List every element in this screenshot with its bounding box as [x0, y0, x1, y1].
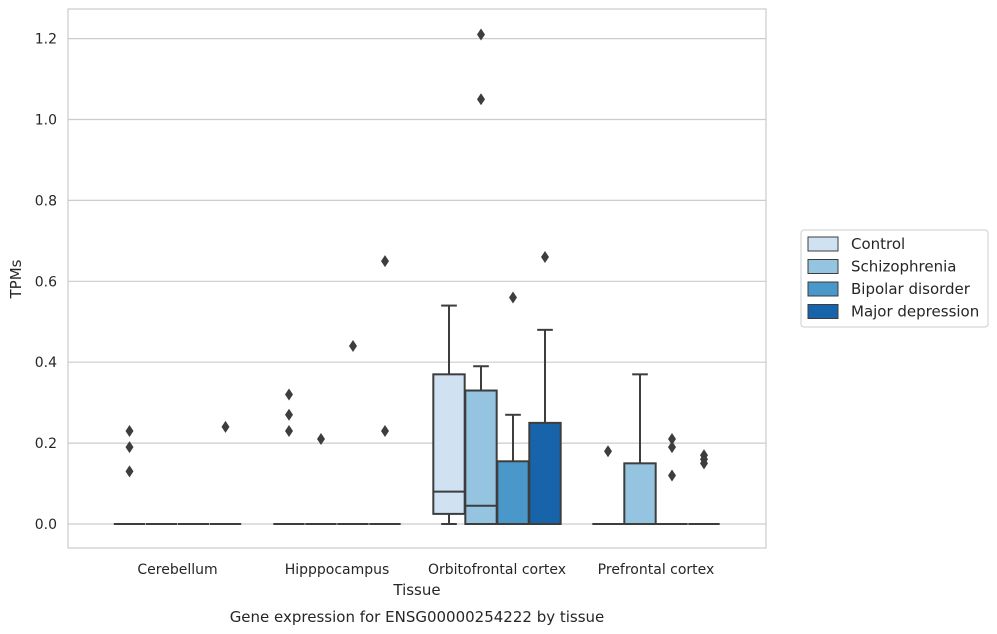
- legend: Control Schizophrenia Bipolar disorder Majo…: [800, 229, 989, 328]
- box: [464, 389, 498, 526]
- outlier-point: [700, 449, 708, 462]
- legend-swatch: [807, 236, 839, 252]
- outlier-point: [668, 441, 676, 454]
- legend-swatch: [807, 259, 839, 274]
- plot-frame: [67, 8, 767, 549]
- outlier-point: [285, 424, 293, 437]
- outlier-point: [125, 465, 134, 478]
- box: [432, 373, 466, 515]
- y-tick-labels: 0.0 0.2 0.4 0.6 0.8 1.0 1.2: [35, 32, 57, 533]
- legend-swatch: [807, 281, 839, 297]
- outlier-point: [477, 93, 485, 106]
- series-control: [113, 304, 624, 525]
- y-tick-label: 1.0: [35, 113, 57, 129]
- legend-label: Schizophrenia: [851, 258, 956, 276]
- y-tick-label: 0.4: [35, 355, 57, 371]
- box: [623, 462, 657, 526]
- x-tick-labels: Cerebellum Hipppocampus Orbitofrontal cort…: [137, 562, 714, 578]
- chart-caption: Gene expression for ENSG00000254222 by t…: [230, 608, 605, 626]
- box: [528, 421, 562, 525]
- outlier-point: [541, 251, 549, 264]
- series-major-depression: [209, 251, 720, 525]
- y-tick-label: 0.0: [35, 517, 57, 533]
- outlier-point: [477, 28, 485, 41]
- outlier-point: [285, 408, 293, 421]
- outlier-point: [125, 441, 134, 454]
- legend-frame: [800, 229, 989, 328]
- outlier-point: [381, 424, 389, 437]
- legend-label: Bipolar disorder: [851, 280, 971, 298]
- x-tick-label: Prefrontal cortex: [598, 562, 715, 578]
- legend-swatch: [807, 304, 839, 319]
- legend-label: Major depression: [851, 303, 979, 321]
- y-tick-label: 0.8: [35, 193, 57, 209]
- outlier-point: [604, 445, 612, 458]
- series-schizophrenia: [145, 28, 657, 526]
- y-tick-label: 0.6: [35, 274, 57, 290]
- outlier-point: [317, 433, 325, 446]
- outlier-point: [349, 340, 357, 353]
- outlier-point: [381, 255, 389, 268]
- x-tick-label: Hipppocampus: [285, 562, 390, 578]
- outlier-point: [125, 424, 134, 437]
- outlier-point: [509, 291, 517, 304]
- outlier-point: [285, 388, 293, 401]
- y-axis-label: TPMs: [7, 259, 25, 299]
- outlier-point: [668, 433, 676, 446]
- series-bipolar-disorder: [177, 291, 688, 525]
- x-tick-label: Orbitofrontal cortex: [428, 562, 566, 578]
- legend-label: Control: [851, 235, 905, 253]
- x-tick-label: Cerebellum: [137, 562, 217, 578]
- outlier-point: [221, 420, 230, 433]
- x-axis-label: Tissue: [392, 581, 440, 599]
- gridlines: [68, 37, 766, 525]
- box-series: [113, 28, 720, 526]
- box: [496, 460, 530, 525]
- y-tick-label: 0.2: [35, 436, 57, 452]
- y-tick-label: 1.2: [35, 32, 57, 48]
- outlier-point: [668, 469, 676, 482]
